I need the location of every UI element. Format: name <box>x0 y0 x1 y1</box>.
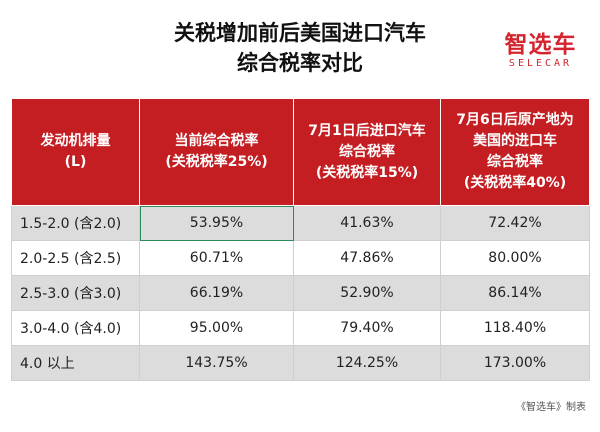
title-line-1: 关税增加前后美国进口汽车 <box>174 21 426 45</box>
cell-current-rate: 143.75% <box>139 345 294 381</box>
cell-displacement: 3.0-4.0 (含4.0) <box>11 310 140 346</box>
header-line: 发动机排量 <box>40 133 111 149</box>
cell-july1-rate: 124.25% <box>293 345 441 381</box>
cell-july6-rate: 173.00% <box>440 345 590 381</box>
cell-displacement: 1.5-2.0 (含2.0) <box>11 205 140 241</box>
header-july1-rate: 7月1日后进口汽车 综合税率 (关税税率15%) <box>293 98 441 206</box>
table-row: 3.0-4.0 (含4.0) 95.00% 79.40% 118.40% <box>11 310 590 346</box>
header-current-rate: 当前综合税率 (关税税率25%) <box>139 98 294 206</box>
header-line: 7月1日后进口汽车 <box>308 122 426 139</box>
tax-rate-table: 发动机排量 (L) 当前综合税率 (关税税率25%) 7月1日后进口汽车 综合税… <box>11 98 590 381</box>
cell-current-rate[interactable]: 53.95% <box>139 205 294 241</box>
header-line: 美国的进口车 <box>473 133 557 149</box>
table-header-row: 发动机排量 (L) 当前综合税率 (关税税率25%) 7月1日后进口汽车 综合税… <box>11 98 590 206</box>
title-line-2: 综合税率对比 <box>237 51 363 75</box>
header-line: (关税税率40%) <box>463 175 567 191</box>
header-line: (关税税率25%) <box>165 154 268 170</box>
cell-july1-rate: 52.90% <box>293 275 441 311</box>
table-row: 4.0 以上 143.75% 124.25% 173.00% <box>11 345 590 381</box>
cell-current-rate: 66.19% <box>139 275 294 311</box>
header-line: 7月6日后原产地为 <box>456 112 574 128</box>
cell-july6-rate: 80.00% <box>440 240 590 276</box>
cell-current-rate: 60.71% <box>139 240 294 276</box>
cell-july1-rate: 79.40% <box>293 310 441 346</box>
header-july6-us-rate: 7月6日后原产地为 美国的进口车 综合税率 (关税税率40%) <box>440 98 590 206</box>
table-row: 1.5-2.0 (含2.0) 53.95% 41.63% 72.42% <box>11 205 590 241</box>
cell-july1-rate: 47.86% <box>293 240 441 276</box>
table-row: 2.5-3.0 (含3.0) 66.19% 52.90% 86.14% <box>11 275 590 311</box>
logo-text-cn: 智选车 <box>504 32 577 58</box>
cell-displacement: 2.5-3.0 (含3.0) <box>11 275 140 311</box>
header-line: 综合税率 <box>339 143 395 160</box>
cell-july6-rate: 72.42% <box>440 205 590 241</box>
header-line: 当前综合税率 <box>174 133 259 149</box>
cell-july6-rate: 118.40% <box>440 310 590 346</box>
source-footer: 《智选车》制表 <box>516 402 586 413</box>
header-line: (关税税率15%) <box>315 164 419 181</box>
header-line: 综合税率 <box>487 154 543 170</box>
cell-july6-rate: 86.14% <box>440 275 590 311</box>
brand-logo: 智选车 SELECAR <box>488 32 593 70</box>
cell-displacement: 2.0-2.5 (含2.5) <box>11 240 140 276</box>
header-displacement: 发动机排量 (L) <box>11 98 140 206</box>
cell-current-rate: 95.00% <box>139 310 294 346</box>
cell-july1-rate: 41.63% <box>293 205 441 241</box>
page-title: 关税增加前后美国进口汽车 综合税率对比 <box>0 18 600 78</box>
header-line: (L) <box>64 154 87 170</box>
table-row: 2.0-2.5 (含2.5) 60.71% 47.86% 80.00% <box>11 240 590 276</box>
cell-displacement: 4.0 以上 <box>11 345 140 381</box>
logo-text-en: SELECAR <box>508 58 573 69</box>
